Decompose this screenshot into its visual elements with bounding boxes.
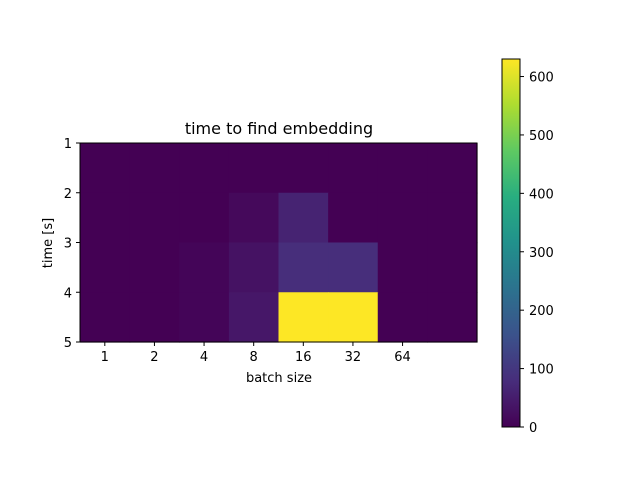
y-tick-label: 5 (64, 336, 72, 351)
y-tick-label: 1 (64, 137, 72, 152)
heatmap-cell (80, 192, 131, 244)
heatmap-cell (278, 192, 329, 244)
heatmap-cell (129, 292, 180, 343)
heatmap-cell (228, 192, 280, 244)
heatmap-cell (228, 242, 280, 293)
heatmap-cell (377, 292, 428, 343)
x-axis-ticks: 1 2 4 8 16 32 64 (101, 342, 411, 365)
colorbar-tick-label: 0 (529, 421, 537, 436)
heatmap-cell (80, 242, 131, 293)
heatmap-cell (80, 143, 131, 194)
heatmap-cell (427, 192, 478, 244)
heatmap-cell (377, 242, 428, 293)
y-axis-label: time [s] (41, 218, 56, 268)
heatmap-cell (427, 292, 478, 343)
heatmap-cell (228, 143, 280, 194)
heatmap-cell (427, 242, 478, 293)
colorbar-tick-label: 300 (529, 246, 554, 261)
heatmap-cell (278, 242, 329, 293)
colorbar-tick-label: 600 (529, 71, 554, 86)
colorbar-ticks: 0 100 200 300 400 500 600 (520, 71, 554, 436)
heatmap-cell (129, 192, 180, 244)
heatmap-cell (328, 242, 379, 293)
y-tick-label: 3 (64, 237, 72, 252)
x-axis-label: batch size (246, 371, 312, 386)
heatmap-cells (80, 143, 478, 343)
heatmap-cell (179, 192, 230, 244)
colorbar-tick-label: 500 (529, 129, 554, 144)
x-tick-label: 4 (200, 350, 208, 365)
x-tick-label: 16 (295, 350, 312, 365)
x-tick-label: 8 (250, 350, 258, 365)
colorbar (501, 58, 521, 428)
chart-title: time to find embedding (185, 119, 373, 138)
heatmap-cell (377, 143, 428, 194)
colorbar-tick-label: 100 (529, 363, 554, 378)
heatmap-cell (179, 242, 230, 293)
heatmap-cell (129, 143, 180, 194)
heatmap-cell (377, 192, 428, 244)
y-tick-label: 4 (64, 286, 72, 301)
heatmap-cell (278, 143, 329, 194)
x-tick-label: 2 (150, 350, 158, 365)
heatmap-cell (328, 192, 379, 244)
heatmap-cell (278, 292, 329, 343)
heatmap-cell (427, 143, 478, 194)
heatmap-cell (179, 143, 230, 194)
x-tick-label: 64 (394, 350, 411, 365)
heatmap-cell (80, 292, 131, 343)
colorbar-tick-label: 400 (529, 187, 554, 202)
y-tick-label: 2 (64, 187, 72, 202)
colorbar-tick-label: 200 (529, 304, 554, 319)
heatmap-cell (179, 292, 230, 343)
heatmap-cell (328, 292, 379, 343)
heatmap-cell (228, 292, 280, 343)
x-tick-label: 1 (101, 350, 109, 365)
heatmap-cell (129, 242, 180, 293)
x-tick-label: 32 (345, 350, 362, 365)
heatmap-cell (328, 143, 379, 194)
y-axis-ticks: 1 2 3 4 5 (64, 137, 80, 351)
